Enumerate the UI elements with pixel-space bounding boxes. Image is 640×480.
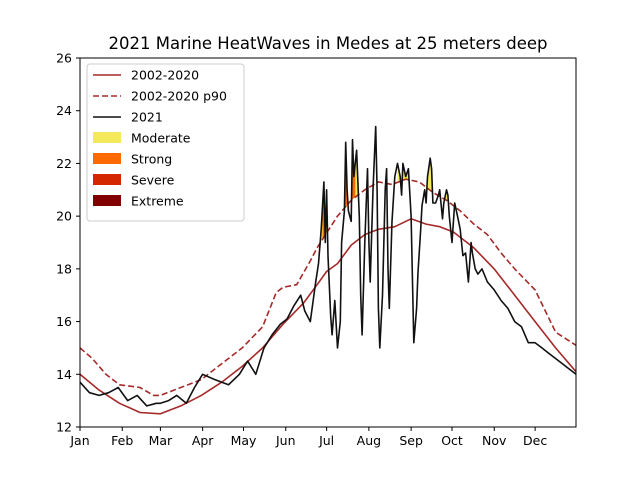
legend-label: 2002-2020 p90 [131, 89, 227, 104]
legend-frame [86, 63, 245, 222]
legend-label: Strong [131, 152, 172, 167]
y-tick-label: 16 [56, 314, 72, 329]
x-tick-label: Sep [399, 433, 423, 448]
y-tick-label: 12 [56, 420, 72, 435]
y-tick-label: 24 [56, 103, 72, 118]
x-tick-label: Jan [69, 433, 89, 448]
legend-label: Moderate [131, 131, 191, 146]
legend: 2002-2020 2002-2020 p90 2021 Moderate Strong… [86, 63, 245, 222]
legend-swatch-patch [93, 132, 121, 143]
x-tick-label: Mar [149, 433, 173, 448]
legend-swatch-patch [93, 195, 121, 206]
y-axis: 12 14 16 18 20 22 24 26 [56, 51, 80, 435]
x-tick-label: Nov [482, 433, 507, 448]
x-tick-label: Jun [275, 433, 296, 448]
heatwave-fill-moderate-5 [420, 158, 450, 203]
legend-label: Severe [131, 173, 175, 188]
legend-label: Extreme [131, 194, 184, 209]
legend-label: 2002-2020 [131, 68, 199, 83]
y-tick-label: 18 [56, 261, 72, 276]
x-tick-label: May [231, 433, 257, 448]
x-axis: Jan Feb Mar Apr May Jun Jul Aug Sep Oct Nov Dec [69, 427, 547, 448]
series-line-2002-2020 [79, 218, 577, 415]
y-tick-label: 22 [56, 156, 72, 171]
x-tick-label: Jul [318, 433, 334, 448]
x-tick-label: Oct [441, 433, 463, 448]
series-lines [79, 125, 577, 415]
y-tick-label: 26 [56, 51, 72, 66]
chart-title: 2021 Marine HeatWaves in Medes at 25 met… [109, 34, 548, 53]
plot-area-frame [79, 57, 577, 428]
legend-label: 2021 [131, 110, 163, 125]
y-tick-label: 14 [56, 367, 72, 382]
y-tick-label: 20 [56, 209, 72, 224]
legend-swatch-patch [93, 153, 121, 164]
series-line-2002-2020-p90 [79, 178, 577, 397]
x-tick-label: Apr [192, 433, 214, 448]
legend-swatch-patch [93, 174, 121, 185]
series-line-2021 [79, 125, 577, 407]
x-tick-label: Feb [111, 433, 133, 448]
x-tick-label: Dec [523, 433, 547, 448]
x-tick-label: Aug [357, 433, 381, 448]
heatwave-fill-moderate-4 [397, 163, 410, 183]
